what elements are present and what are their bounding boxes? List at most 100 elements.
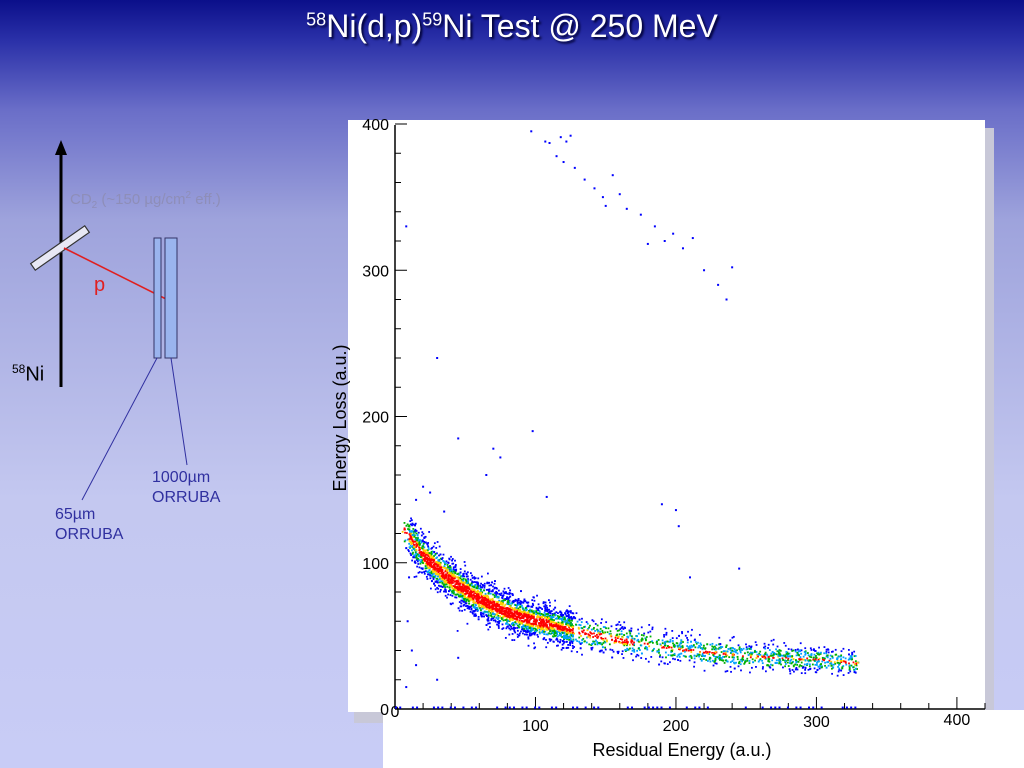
band-point [416, 565, 419, 568]
band-point [561, 643, 564, 646]
band-point [427, 561, 430, 564]
band-point [596, 641, 599, 643]
band-point [427, 542, 430, 544]
band-point [415, 532, 418, 535]
band-point [444, 570, 447, 573]
band-point [554, 614, 557, 616]
band-point [502, 601, 504, 604]
band-point [538, 631, 541, 634]
band-point [525, 631, 527, 633]
band-point [535, 628, 537, 631]
band-point [602, 638, 605, 641]
band-point [452, 570, 455, 573]
band-point [694, 638, 696, 641]
band-point [720, 659, 723, 662]
band-point [757, 653, 760, 656]
band-point [461, 586, 463, 589]
band-point [471, 604, 473, 607]
band-point [537, 635, 539, 638]
upper-scatter-point [681, 247, 684, 250]
band-point [459, 577, 462, 580]
band-point [551, 624, 554, 627]
band-point [804, 668, 807, 671]
band-point [534, 646, 537, 649]
band-point [744, 661, 746, 664]
band-point [789, 662, 791, 664]
band-point [438, 558, 441, 561]
band-point [462, 572, 465, 575]
band-point [449, 602, 452, 605]
band-point [752, 661, 755, 664]
band-point [602, 651, 605, 654]
band-point [474, 577, 477, 580]
band-point [628, 629, 631, 632]
band-point [618, 621, 621, 623]
band-point [681, 631, 683, 633]
band-point [640, 639, 643, 642]
band-point [764, 656, 767, 659]
band-point [427, 570, 430, 573]
sparse-point [415, 664, 418, 667]
band-point [799, 656, 802, 659]
band-point [651, 640, 654, 643]
band-point [572, 631, 574, 634]
band-point [528, 614, 530, 617]
band-point [538, 626, 541, 629]
baseline-point [521, 706, 524, 709]
band-point [505, 614, 507, 616]
band-point [486, 606, 489, 608]
band-point [572, 638, 575, 641]
band-point [491, 603, 494, 606]
band-point [644, 647, 646, 650]
band-point [522, 624, 525, 627]
band-point [531, 625, 533, 628]
band-point [501, 628, 504, 630]
band-point [550, 615, 553, 618]
band-point [602, 642, 605, 644]
band-point [483, 615, 485, 618]
band-point [439, 563, 442, 566]
band-point [842, 674, 845, 676]
band-point [564, 625, 567, 628]
band-point [491, 607, 494, 610]
band-point [554, 606, 557, 609]
band-point [502, 627, 505, 630]
band-point [526, 627, 529, 630]
band-point [544, 630, 547, 633]
band-point [414, 528, 417, 531]
band-point [408, 524, 411, 527]
band-point [454, 583, 457, 586]
band-point [556, 635, 559, 638]
band-point [699, 647, 702, 649]
band-point [651, 626, 654, 629]
band-point [414, 540, 417, 543]
band-point [731, 649, 734, 652]
band-point [689, 654, 692, 657]
band-point [604, 641, 607, 644]
band-point [496, 592, 498, 594]
band-point [413, 544, 416, 546]
band-point [768, 660, 771, 663]
band-point [781, 654, 784, 657]
band-point [813, 659, 816, 662]
band-point [436, 581, 439, 584]
band-point [467, 589, 469, 592]
band-point [555, 611, 558, 614]
band-point [427, 566, 430, 569]
band-point [480, 600, 483, 602]
band-point [428, 564, 431, 567]
band-point [489, 606, 492, 609]
band-point [576, 620, 579, 623]
band-point [491, 599, 494, 601]
band-point [825, 666, 828, 669]
band-point [699, 651, 701, 654]
band-point [444, 574, 447, 577]
upper-scatter-point [548, 142, 551, 145]
band-point [557, 621, 560, 624]
band-point [450, 570, 453, 573]
band-point [506, 625, 509, 628]
band-point [821, 665, 823, 668]
band-point [553, 623, 556, 626]
band-point [500, 601, 503, 604]
